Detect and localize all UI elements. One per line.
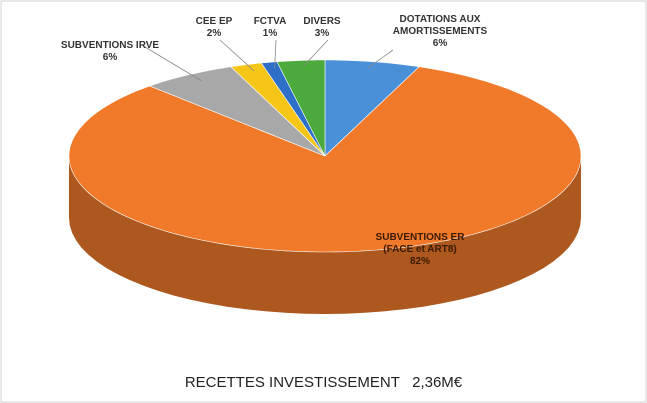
leader-line <box>144 46 202 82</box>
chart-title: RECETTES INVESTISSEMENT 2,36M€ <box>184 374 463 391</box>
slice-value-label: 6% <box>102 52 118 63</box>
slice <box>276 59 326 157</box>
slice-label: FCTVA <box>253 16 287 27</box>
slice-side <box>69 156 581 314</box>
leader-line <box>274 39 277 69</box>
slice <box>148 66 326 157</box>
slice-label: DIVERS <box>303 16 341 27</box>
leader-line <box>367 49 394 69</box>
slice-label: SUBVENTIONS ER (FACE et ART8) <box>375 232 465 255</box>
slice-value-label: 82% <box>409 256 430 267</box>
slice-label: DOTATIONS AUX AMORTISSEMENTS <box>392 14 488 37</box>
slice-value-label: 1% <box>262 28 278 39</box>
leader-line <box>219 39 255 71</box>
slice-label: SUBVENTIONS IRVE <box>60 40 160 51</box>
slice <box>324 59 420 157</box>
slice-value-label: 6% <box>432 38 448 49</box>
slice-value-label: 3% <box>314 28 330 39</box>
slice <box>68 66 582 253</box>
leader-line <box>303 39 329 67</box>
slice-label: CEE EP <box>195 16 233 27</box>
slice-value-label: 2% <box>206 28 222 39</box>
